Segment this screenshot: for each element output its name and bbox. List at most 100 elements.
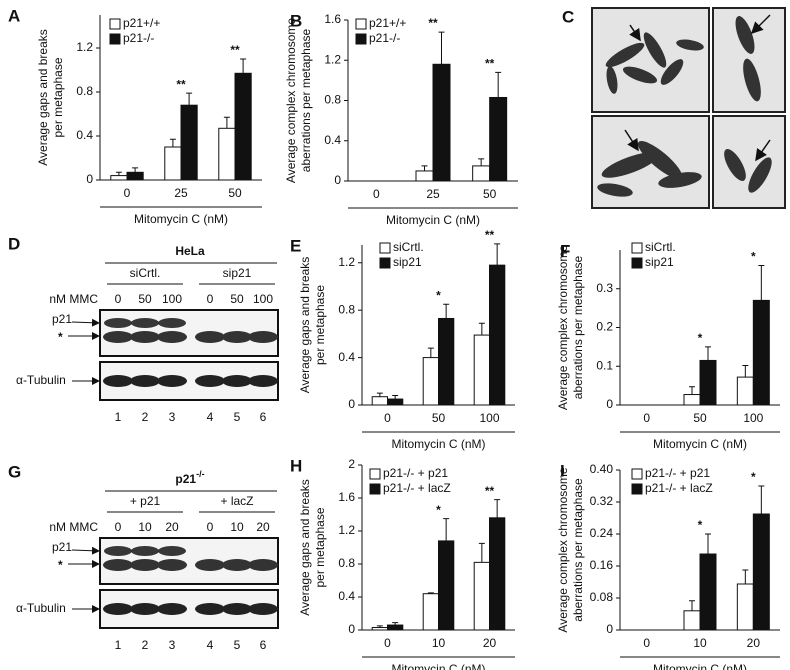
legend-label: p21+/+ (123, 16, 160, 30)
error-bar (742, 569, 749, 584)
band (158, 546, 186, 556)
lane-number: 5 (234, 638, 241, 652)
band-label: * (58, 558, 63, 572)
group-label: + lacZ (220, 494, 253, 508)
y-tick-label: 0 (348, 622, 355, 636)
band (222, 331, 252, 343)
blot-box (99, 309, 279, 357)
band (131, 546, 159, 556)
y-tick-label: 0.2 (596, 320, 613, 334)
dose: 20 (256, 520, 270, 534)
band (248, 559, 278, 571)
band (248, 375, 278, 387)
x-tick-label: 0 (643, 411, 650, 425)
y-tick-label: 0.32 (590, 494, 614, 508)
panel-letter: E (290, 236, 301, 255)
lane-number: 2 (142, 410, 149, 424)
bar (422, 593, 440, 631)
legend-label: p21-/- + p21 (645, 466, 710, 480)
y-tick-label: 0.16 (590, 558, 614, 572)
group-label: + p21 (130, 494, 161, 508)
y-tick-label: 0 (86, 172, 93, 186)
band (248, 331, 278, 343)
band (196, 318, 224, 328)
legend-swatch (109, 33, 121, 45)
band (130, 331, 160, 343)
error-bar (443, 518, 450, 541)
band (157, 559, 187, 571)
blot-title-sup: -/- (196, 469, 205, 479)
lane-number: 4 (207, 410, 214, 424)
lane-number: 6 (260, 410, 267, 424)
loading-label: α-Tubulin (16, 373, 66, 387)
significance: * (436, 288, 441, 302)
y-tick-label: 0 (348, 397, 355, 411)
error-bar (494, 243, 501, 266)
blot-title: p21-/- (175, 469, 204, 486)
lane-number: 4 (207, 638, 214, 652)
dose: 100 (253, 292, 273, 306)
y-tick-label: 0.4 (338, 589, 355, 603)
panel-letter: H (290, 456, 302, 475)
band (103, 603, 133, 615)
band (130, 375, 160, 387)
bar (752, 299, 770, 406)
band (104, 318, 132, 328)
dose: 0 (207, 520, 214, 534)
bar (371, 627, 389, 631)
significance: ** (176, 77, 186, 91)
error-bar (478, 542, 485, 563)
bar (387, 398, 404, 406)
significance: * (751, 250, 756, 264)
error-bar (376, 392, 383, 397)
dose-label: nM MMC (49, 292, 98, 306)
error-bar (758, 265, 765, 301)
band (195, 331, 225, 343)
y-tick-label: 0.40 (590, 462, 614, 476)
error-bar (478, 158, 485, 166)
band-arrow (71, 318, 100, 327)
legend-swatch (109, 18, 121, 30)
error-bar (443, 303, 450, 319)
y-axis-label: Average gaps and breaks (298, 257, 312, 394)
significance: ** (230, 43, 240, 57)
y-tick-label: 1.2 (338, 523, 355, 537)
band (130, 603, 160, 615)
x-tick-label: 25 (174, 186, 188, 200)
bar (736, 583, 754, 631)
x-tick-label: 100 (479, 411, 499, 425)
bar (234, 72, 252, 181)
band (195, 559, 225, 571)
legend-swatch (355, 33, 367, 45)
group-label: sip21 (223, 266, 252, 280)
legend-label: p21-/- + lacZ (383, 481, 451, 495)
bar (218, 127, 236, 181)
bar (110, 175, 128, 181)
bar (422, 357, 440, 406)
error-bar (705, 346, 711, 361)
band-label: p21 (52, 540, 72, 554)
y-tick-label: 0 (606, 397, 613, 411)
lane-number: 5 (234, 410, 241, 424)
y-axis-label: aberrations per metaphase (571, 478, 585, 622)
band (249, 546, 277, 556)
y-axis-label: per metaphase (313, 285, 327, 365)
dose: 50 (138, 292, 152, 306)
y-tick-label: 0.08 (590, 590, 614, 604)
bar (415, 170, 434, 182)
error-bar (438, 31, 445, 65)
legend-label: p21+/+ (369, 16, 406, 30)
panel-letter: F (560, 241, 570, 260)
band (196, 546, 224, 556)
bar (371, 396, 389, 406)
panel-letter: D (8, 234, 20, 253)
error-bar (240, 58, 247, 74)
bar (683, 394, 701, 406)
error-bar (689, 600, 695, 611)
dose: 50 (230, 292, 244, 306)
legend-swatch (379, 257, 391, 269)
x-tick-label: 10 (693, 636, 707, 650)
significance: * (436, 503, 441, 517)
